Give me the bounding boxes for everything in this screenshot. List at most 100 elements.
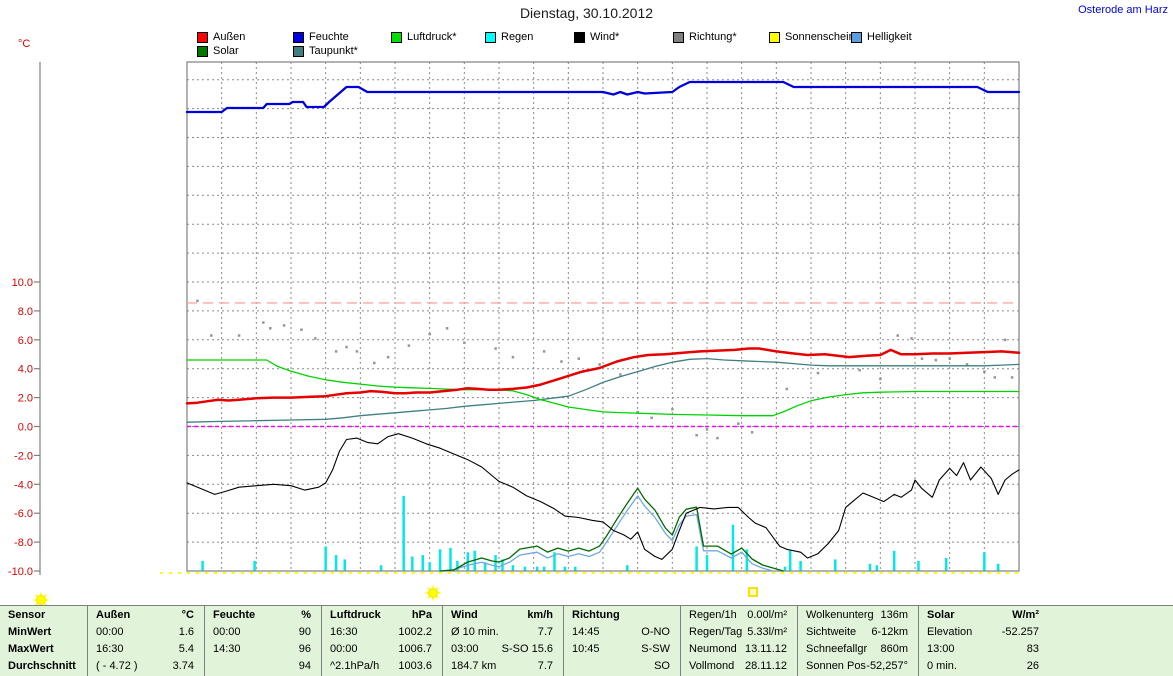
series-feuchte — [185, 80, 1021, 114]
table-column-wolkenunterg: Wolkenunterg 136m Sichtweite 6-12km Schneefa… — [797, 606, 918, 676]
cell-label: ^2.1hPa/h — [330, 660, 380, 672]
cell-label: Regen/1h — [689, 609, 737, 621]
table-cell: SO — [564, 658, 680, 675]
legend-item-taupunkt[interactable]: Taupunkt* — [293, 45, 358, 57]
legend-color-swatch-icon — [673, 31, 684, 43]
table-cell: Außen °C — [88, 607, 204, 624]
cell-value: 1003.6 — [398, 660, 432, 672]
table-cell: Sichtweite 6-12km — [798, 624, 918, 641]
table-cell: Solar W/m² — [919, 607, 1049, 624]
cell-label: 16:30 — [96, 643, 124, 655]
cell-label: Richtung — [572, 609, 620, 621]
sunrise-sun-icon — [425, 585, 441, 601]
legend-item-regen[interactable]: Regen — [485, 31, 533, 43]
table-cell: ( - 4.72 ) 3.74 — [88, 658, 204, 675]
cell-value: 1.6 — [178, 626, 194, 638]
series-richtung-dots — [196, 299, 1014, 440]
chart-title-date: Dienstag, 30.10.2012 — [519, 5, 654, 21]
cell-value: hPa — [411, 609, 432, 621]
series-regen-bars — [201, 495, 1000, 571]
legend-item-feuchte[interactable]: Feuchte — [293, 31, 349, 43]
table-cell: Luftdruck hPa — [322, 607, 442, 624]
station-name: Osterode am Harz — [1078, 4, 1168, 16]
y-axis-tick-label: -8.0 — [14, 537, 33, 549]
table-cell: Regen/Tag 5.33l/m² — [681, 624, 797, 641]
cell-label: Solar — [927, 609, 955, 621]
table-cell: 14:45 O-NO — [564, 624, 680, 641]
legend-label: Luftdruck* — [407, 31, 457, 43]
cell-label: MaxWert — [8, 643, 54, 655]
legend-item-helligkeit[interactable]: Helligkeit — [851, 31, 912, 43]
table-cell: Sensor — [0, 607, 87, 624]
legend-item-sonnenschein[interactable]: Sonnenschein — [769, 31, 855, 43]
cell-value: 5.4 — [178, 643, 194, 655]
y-axis-tick-label: 4.0 — [18, 364, 33, 376]
stats-table: Sensor MinWert MaxWert Durchschnitt Außen °C 0… — [0, 605, 1173, 676]
legend-label: Richtung* — [689, 31, 737, 43]
legend-item-richtung[interactable]: Richtung* — [673, 31, 737, 43]
y-axis-tick-label: 0.0 — [18, 422, 33, 434]
table-cell: 184.7 km 7.7 — [443, 658, 563, 675]
table-cell: 94 — [205, 658, 321, 675]
table-cell: 03:00 S-SO 15.6 — [443, 641, 563, 658]
legend-color-swatch-icon — [197, 45, 208, 57]
cell-label: ( - 4.72 ) — [96, 660, 138, 672]
legend-color-swatch-icon — [293, 31, 304, 43]
table-column-richtung: Richtung 14:45 O-NO 10:45 S-SW SO — [563, 606, 680, 676]
cell-value: 1002.2 — [398, 626, 432, 638]
y-axis-tick-label: 10.0 — [12, 277, 33, 289]
cell-label: MinWert — [8, 626, 52, 638]
y-axis-tick-label: -2.0 — [14, 450, 33, 462]
cell-value: 136m — [880, 609, 908, 621]
legend-label: Solar — [213, 45, 239, 57]
cell-label: Sonnen Pos — [806, 660, 866, 672]
table-cell: 00:00 1.6 — [88, 624, 204, 641]
cell-value: 6-12km — [871, 626, 908, 638]
cell-label: Vollmond — [689, 660, 735, 672]
cell-value: 860m — [880, 643, 908, 655]
y-axis-tick-label: 8.0 — [18, 306, 33, 318]
cell-value: W/m² — [1012, 609, 1039, 621]
series-helligkeit — [439, 495, 774, 572]
table-cell: Schneefallgr 860m — [798, 641, 918, 658]
cell-label: 16:30 — [330, 626, 358, 638]
legend-item-wind[interactable]: Wind* — [574, 31, 619, 43]
cell-value: 83 — [1026, 643, 1039, 655]
table-column-luftdruck: Luftdruck hPa 16:30 1002.2 00:00 1006.7 ^2.1hP… — [321, 606, 442, 676]
legend-color-swatch-icon — [293, 45, 304, 57]
legend-label: Regen — [501, 31, 534, 43]
table-cell: 14:30 96 — [205, 641, 321, 658]
table-cell: 13:00 83 — [919, 641, 1049, 658]
cell-value: -52.257 — [1001, 626, 1039, 638]
table-cell: Feuchte% — [205, 607, 321, 624]
cell-value: -52,257° — [866, 660, 908, 672]
cell-label: Neumond — [689, 643, 737, 655]
cell-value: °C — [181, 609, 194, 621]
legend-color-swatch-icon — [574, 31, 585, 43]
chart-plot-border — [186, 61, 1020, 572]
legend-item-auen[interactable]: Außen — [197, 31, 245, 43]
legend-label: Sonnenschein — [785, 31, 855, 43]
table-cell: 16:30 5.4 — [88, 641, 204, 658]
y-axis-unit-label: °C — [18, 38, 31, 50]
legend-label: Außen — [213, 31, 246, 43]
cell-label: 13:00 — [927, 643, 955, 655]
legend-item-luftdruck[interactable]: Luftdruck* — [391, 31, 457, 43]
cell-label: 0 min. — [927, 660, 957, 672]
cell-label: Wind — [451, 609, 478, 621]
y-axis: 10.0 8.0 6.0 4.0 2.0 0.0 -2.0 -4.0 -6.0 -8.0 -10.0 — [8, 62, 41, 578]
legend-color-swatch-icon — [197, 31, 208, 43]
table-cell: MinWert — [0, 624, 87, 641]
table-cell: Regen/1h 0.00l/m² — [681, 607, 797, 624]
table-cell: MaxWert — [0, 641, 87, 658]
legend-item-solar[interactable]: Solar — [197, 45, 239, 57]
y-axis-tick-label: 6.0 — [18, 335, 33, 347]
cell-label: Luftdruck — [330, 609, 381, 621]
legend-color-swatch-icon — [769, 31, 780, 43]
cell-value: 13.11.12 — [744, 643, 787, 655]
cell-value: 26 — [1026, 660, 1039, 672]
cell-value: S-SW — [641, 643, 670, 655]
cell-value: 1006.7 — [398, 643, 432, 655]
cell-value: O-NO — [641, 626, 670, 638]
